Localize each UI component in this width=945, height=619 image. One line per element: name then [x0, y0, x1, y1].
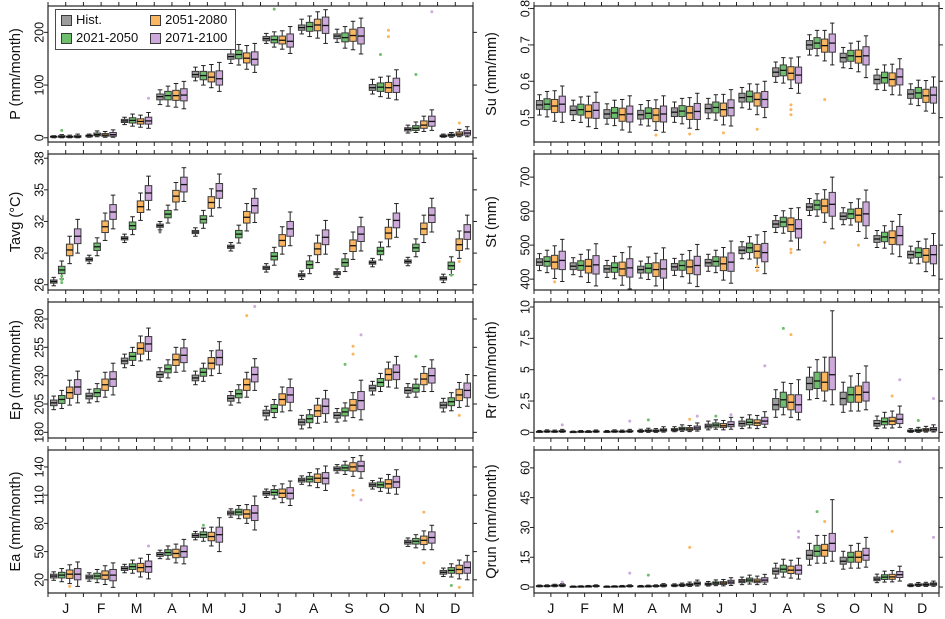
svg-text:29: 29 — [32, 246, 46, 260]
boxplot-avg-temperature: 26 29 32 35 38 Tavg (°C) — [8, 150, 477, 294]
svg-text:600: 600 — [518, 201, 532, 222]
svg-text:0.5: 0.5 — [518, 109, 532, 126]
svg-text:Rr (mm/month): Rr (mm/month) — [484, 321, 500, 418]
legend-item-2051-2080: 2051-2080 — [150, 11, 227, 29]
svg-text:15: 15 — [518, 550, 532, 564]
svg-text:35: 35 — [32, 183, 46, 197]
svg-text:St (mm): St (mm) — [484, 196, 500, 248]
svg-text:J: J — [750, 600, 757, 616]
svg-text:255: 255 — [32, 337, 46, 358]
svg-text:26: 26 — [32, 278, 46, 292]
svg-text:O: O — [849, 600, 860, 616]
svg-text:A: A — [309, 600, 319, 616]
svg-text:400: 400 — [518, 269, 532, 290]
svg-text:Ea (mm/month): Ea (mm/month) — [8, 472, 24, 572]
svg-text:140: 140 — [32, 456, 46, 477]
legend-swatch — [61, 14, 72, 26]
svg-text:O: O — [379, 600, 390, 616]
boxplot-storage: 400 500 600 700 St (mm) — [484, 150, 943, 294]
svg-text:M: M — [202, 600, 214, 616]
svg-text:80: 80 — [32, 516, 46, 530]
legend-item-2021-2050: 2021-2050 — [61, 29, 138, 47]
svg-text:A: A — [167, 600, 177, 616]
svg-text:0: 0 — [32, 134, 46, 141]
svg-text:Tavg (°C): Tavg (°C) — [8, 192, 24, 253]
legend-label: 2051-2080 — [165, 12, 228, 27]
svg-text:180: 180 — [32, 422, 46, 443]
svg-text:S: S — [816, 600, 825, 616]
legend-item-hist: Hist. — [61, 11, 138, 29]
svg-text:D: D — [917, 600, 927, 616]
panel-avg-temperature: 26 29 32 35 38 Tavg (°C) — [0, 148, 477, 301]
svg-text:100: 100 — [32, 75, 46, 96]
boxplot-potential-evaporation: 180 205 230 255 280 Ep (mm/month) — [8, 298, 477, 443]
svg-text:Qrun (mm/month): Qrun (mm/month) — [484, 464, 500, 578]
legend-label: Hist. — [76, 12, 102, 27]
svg-text:32: 32 — [32, 214, 46, 228]
legend-item-2071-2100: 2071-2100 — [150, 29, 227, 47]
svg-text:700: 700 — [518, 167, 532, 188]
svg-text:50: 50 — [32, 545, 46, 559]
svg-text:J: J — [62, 600, 69, 616]
svg-text:0.7: 0.7 — [518, 36, 532, 53]
svg-text:D: D — [450, 600, 460, 616]
panel-runoff: 0 15 30 45 60 Qrun (mm/month) J F M A M J J A S O N D — [477, 444, 945, 619]
svg-text:P (mm/month): P (mm/month) — [8, 28, 24, 120]
svg-text:30: 30 — [518, 520, 532, 534]
svg-text:20: 20 — [32, 573, 46, 587]
svg-text:230: 230 — [32, 365, 46, 386]
svg-text:J: J — [275, 600, 282, 616]
svg-text:A: A — [647, 600, 657, 616]
svg-text:F: F — [580, 600, 589, 616]
svg-text:N: N — [415, 600, 425, 616]
svg-text:Su (mm/mm): Su (mm/mm) — [484, 32, 500, 116]
svg-text:500: 500 — [518, 235, 532, 256]
svg-text:F: F — [97, 600, 106, 616]
svg-text:205: 205 — [32, 394, 46, 415]
legend-swatch — [61, 32, 72, 44]
panel-actual-evaporation: 20 50 80 110 140 Ea (mm/month) J F M A M J J A S O N D — [0, 444, 477, 619]
svg-text:J: J — [716, 600, 723, 616]
svg-text:280: 280 — [32, 309, 46, 330]
svg-text:45: 45 — [518, 491, 532, 505]
svg-text:0.6: 0.6 — [518, 73, 532, 90]
svg-text:0: 0 — [518, 429, 532, 436]
svg-text:10: 10 — [518, 300, 532, 314]
panel-precipitation: 0 100 200 P (mm/month) — [0, 0, 477, 153]
panel-storage: 400 500 600 700 St (mm) — [477, 148, 945, 301]
panel-soil-moisture: 0.5 0.6 0.7 0.8 Su (mm/mm) — [477, 0, 945, 153]
svg-text:200: 200 — [32, 22, 46, 43]
legend-swatch — [150, 32, 162, 44]
svg-text:7.5: 7.5 — [518, 330, 532, 347]
svg-text:M: M — [680, 600, 692, 616]
boxplot-actual-evaporation: 20 50 80 110 140 Ea (mm/month) J F M A M J J A S O N D — [8, 446, 477, 616]
svg-text:J: J — [547, 600, 554, 616]
svg-text:0.8: 0.8 — [518, 0, 532, 17]
svg-text:N: N — [883, 600, 893, 616]
boxplot-soil-moisture: 0.5 0.6 0.7 0.8 Su (mm/mm) — [484, 0, 943, 146]
legend: Hist. 2051-2080 2021-2050 2071-2100 — [55, 9, 237, 50]
svg-text:5: 5 — [518, 366, 532, 373]
boxplot-runoff: 0 15 30 45 60 Qrun (mm/month) J F M A M J J A S O N D — [484, 446, 943, 616]
panel-potential-evaporation: 180 205 230 255 280 Ep (mm/month) — [0, 296, 477, 449]
svg-text:Ep (mm/month): Ep (mm/month) — [8, 320, 24, 420]
svg-text:110: 110 — [32, 485, 46, 505]
svg-text:A: A — [782, 600, 792, 616]
svg-text:S: S — [344, 600, 353, 616]
boxplot-precipitation: 0 100 200 P (mm/month) — [8, 2, 477, 146]
svg-text:M: M — [613, 600, 625, 616]
legend-label: 2071-2100 — [165, 30, 228, 45]
svg-text:38: 38 — [32, 151, 46, 165]
svg-text:2.5: 2.5 — [518, 392, 532, 409]
svg-text:60: 60 — [518, 461, 532, 475]
boxplot-recharge: 0 2.5 5 7.5 10 Rr (mm/month) — [484, 298, 943, 442]
legend-label: 2021-2050 — [76, 30, 139, 45]
svg-text:0: 0 — [518, 584, 532, 591]
panel-recharge: 0 2.5 5 7.5 10 Rr (mm/month) — [477, 296, 945, 449]
legend-swatch — [150, 14, 162, 26]
svg-text:M: M — [131, 600, 143, 616]
svg-text:J: J — [239, 600, 246, 616]
